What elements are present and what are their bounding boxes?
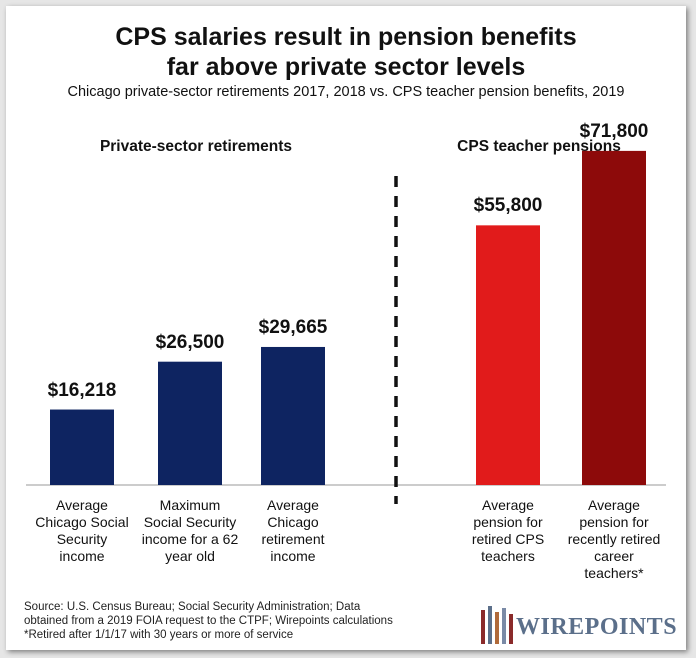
value-label-4: $55,800 [473,195,543,217]
wirepoints-logo: WIREPOINTS [478,604,678,648]
bar-5 [582,150,646,485]
source-footnote: *Retired after 1/1/17 with 30 years or m… [24,629,294,641]
category-label-line: retirement [261,531,325,547]
value-label-1: $16,218 [47,379,117,401]
bar-2 [158,361,222,485]
category-label-line: Average [588,497,640,513]
bar-1 [50,409,114,485]
category-label-5: Average pension for recently retired career… [554,497,674,582]
category-label-line: career [594,548,634,564]
section-heading-cps: CPS teacher pensions [457,138,621,155]
category-label-line: Average [482,497,534,513]
category-label-line: year old [165,548,215,564]
category-label-line: pension for [473,514,543,530]
category-label-line: teachers [481,548,535,564]
category-label-line: Average [56,497,108,513]
category-label-line: income for a 62 [141,531,239,547]
category-label-line: income [59,548,105,564]
source-note: Source: U.S. Census Bureau; Social Secur… [24,600,444,642]
bar-4 [476,225,540,485]
category-label-line: Security [56,531,108,547]
chart-card: CPS salaries result in pension benefits … [6,6,686,650]
category-label-line: recently retired [567,531,661,547]
category-label-line: Social Security [143,514,237,530]
source-line-1: Source: U.S. Census Bureau; Social Secur… [24,601,361,613]
wirepoints-logo-mark [481,606,513,644]
source-line-2: obtained from a 2019 FOIA request to the… [24,615,393,627]
category-label-3: Average Chicago retirement income [233,497,353,565]
chart-title-line-2: far above private sector levels [166,53,526,81]
category-label-line: Chicago [267,514,319,530]
category-label-2: Maximum Social Security income for a 62 yea… [130,497,250,565]
bar-3 [261,346,325,485]
section-heading-private: Private-sector retirements [99,138,293,155]
chart-subtitle: Chicago private-sector retirements 2017,… [67,84,625,100]
value-label-3: $29,665 [258,316,328,338]
value-label-2: $26,500 [155,331,225,353]
category-label-4: Average pension for retired CPS teachers [448,497,568,565]
category-label-1: Average Chicago Social Security income [22,497,142,565]
value-label-5: $71,800 [579,120,649,142]
wirepoints-logo-text: WIREPOINTS [516,614,678,640]
category-label-line: Average [267,497,319,513]
category-label-line: Chicago Social [35,514,129,530]
category-label-line: income [270,548,316,564]
category-label-line: retired CPS [471,531,545,547]
chart-title-line-1: CPS salaries result in pension benefits [115,23,577,51]
category-label-line: pension for [579,514,649,530]
category-label-line: teachers* [584,565,644,581]
bar-chart [26,150,666,504]
category-label-line: Maximum [159,497,221,513]
